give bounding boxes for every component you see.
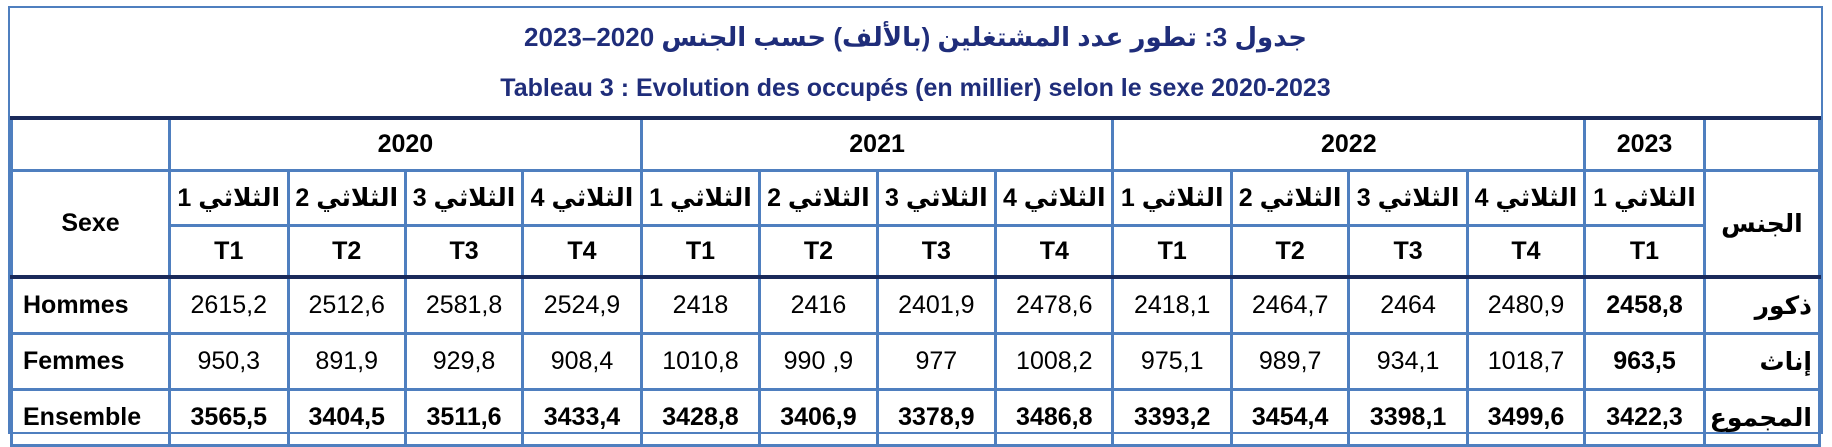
total-cell: 3511,6 — [403, 388, 525, 447]
total-cell: 3433,4 — [521, 388, 643, 447]
value-cell: 934,1 — [1347, 332, 1469, 391]
value-cell: 977 — [875, 332, 998, 391]
total-cell: 3486,8 — [994, 388, 1115, 447]
trimester-code-cell: T4 — [521, 224, 643, 279]
value-cell: 2416 — [758, 275, 879, 335]
value-cell: 1010,8 — [639, 332, 762, 391]
trimester-ar-cell: الثلاثي 2 — [286, 169, 407, 227]
sexe-header-ar: الجنس — [1702, 169, 1822, 279]
value-cell: 2480,9 — [1465, 275, 1587, 335]
trimester-code-cell: T1 — [639, 224, 762, 279]
value-cell: 1008,2 — [994, 332, 1115, 391]
trimester-ar-cell: الثلاثي 1 — [1111, 169, 1233, 227]
trimester-code-cell: T2 — [758, 224, 879, 279]
title-arabic: جدول 3: تطور عدد المشتغلين (بالألف) حسب … — [524, 22, 1307, 52]
row-label-ar: ذكور — [1702, 275, 1822, 335]
trimester-ar-cell: الثلاثي 2 — [1229, 169, 1351, 227]
total-cell-latest: 3422,3 — [1583, 388, 1706, 447]
table-row-ensemble: Ensemble 3565,5 3404,5 3511,6 3433,4 342… — [9, 388, 1822, 447]
year-2023-header: 2023 — [1583, 116, 1706, 172]
value-cell: 2478,6 — [994, 275, 1115, 335]
value-cell: 950,3 — [168, 332, 290, 391]
value-cell-latest: 963,5 — [1583, 332, 1706, 391]
total-cell: 3398,1 — [1347, 388, 1469, 447]
row-label-fr: Femmes — [9, 332, 172, 391]
employment-table: 2020 2021 2022 2023 Sexe الثلاثي 1 الثلا… — [9, 116, 1822, 447]
trimester-code-cell: T4 — [994, 224, 1115, 279]
trimester-code-cell: T1 — [1111, 224, 1233, 279]
value-cell: 1018,7 — [1465, 332, 1587, 391]
trimester-code-cell: T3 — [403, 224, 525, 279]
value-cell: 2512,6 — [286, 275, 407, 335]
trimester-code-cell: T3 — [1347, 224, 1469, 279]
row-label-ar: المجموع — [1702, 388, 1822, 447]
year-2021-header: 2021 — [639, 116, 1115, 172]
empty-corner-right — [1702, 116, 1822, 172]
total-cell: 3499,6 — [1465, 388, 1587, 447]
trimester-code-cell: T4 — [1465, 224, 1587, 279]
trimester-code-cell: T2 — [286, 224, 407, 279]
year-2020-header: 2020 — [168, 116, 643, 172]
year-2022-header: 2022 — [1111, 116, 1587, 172]
total-cell: 3406,9 — [758, 388, 879, 447]
table-row-hommes: Hommes 2615,2 2512,6 2581,8 2524,9 2418 … — [9, 275, 1822, 335]
value-cell: 2418 — [639, 275, 762, 335]
title-french: Tableau 3 : Evolution des occupés (en mi… — [500, 74, 1331, 102]
trimester-ar-cell: الثلاثي 3 — [1347, 169, 1469, 227]
empty-corner-left — [9, 116, 172, 172]
value-cell-latest: 2458,8 — [1583, 275, 1706, 335]
trimester-ar-cell: الثلاثي 4 — [994, 169, 1115, 227]
value-cell: 929,8 — [403, 332, 525, 391]
trimester-ar-cell: الثلاثي 4 — [1465, 169, 1587, 227]
row-label-fr: Hommes — [9, 275, 172, 335]
trimester-ar-cell: الثلاثي 2 — [758, 169, 879, 227]
trimester-code-cell: T1 — [1583, 224, 1706, 279]
value-cell: 2581,8 — [403, 275, 525, 335]
trimester-code-row: T1 T2 T3 T4 T1 T2 T3 T4 T1 T2 T3 T4 T1 — [12, 224, 1820, 279]
trimester-ar-cell: الثلاثي 3 — [875, 169, 998, 227]
trimester-ar-cell: الثلاثي 1 — [1583, 169, 1706, 227]
trimester-ar-cell: الثلاثي 4 — [521, 169, 643, 227]
value-cell: 975,1 — [1111, 332, 1233, 391]
trimester-ar-cell: الثلاثي 3 — [403, 169, 525, 227]
value-cell: 2464 — [1347, 275, 1469, 335]
trimester-ar-cell: الثلاثي 1 — [639, 169, 762, 227]
trimester-code-cell: T3 — [875, 224, 998, 279]
sexe-header-fr: Sexe — [9, 169, 172, 279]
value-cell: 891,9 — [286, 332, 407, 391]
trimester-ar-cell: الثلاثي 1 — [168, 169, 290, 227]
value-cell: 2615,2 — [168, 275, 290, 335]
total-cell: 3428,8 — [639, 388, 762, 447]
trimester-arabic-row: Sexe الثلاثي 1 الثلاثي 2 الثلاثي 3 الثلا… — [9, 169, 1822, 279]
total-cell: 3565,5 — [168, 388, 290, 447]
row-label-ar: إناث — [1702, 332, 1822, 391]
table-frame: جدول 3: تطور عدد المشتغلين (بالألف) حسب … — [8, 6, 1823, 447]
value-cell: 908,4 — [521, 332, 643, 391]
value-cell: 2524,9 — [521, 275, 643, 335]
value-cell: 990 ,9 — [758, 332, 879, 391]
trimester-code-cell: T1 — [168, 224, 290, 279]
year-header-row: 2020 2021 2022 2023 — [9, 116, 1822, 172]
total-cell: 3378,9 — [875, 388, 998, 447]
table-row-femmes: Femmes 950,3 891,9 929,8 908,4 1010,8 99… — [9, 332, 1822, 391]
total-cell: 3404,5 — [286, 388, 407, 447]
row-label-fr: Ensemble — [9, 388, 172, 447]
table-title-block: جدول 3: تطور عدد المشتغلين (بالألف) حسب … — [10, 8, 1821, 116]
trimester-code-cell: T2 — [1229, 224, 1351, 279]
value-cell: 2418,1 — [1111, 275, 1233, 335]
value-cell: 2464,7 — [1229, 275, 1351, 335]
value-cell: 2401,9 — [875, 275, 998, 335]
total-cell: 3393,2 — [1111, 388, 1233, 447]
value-cell: 989,7 — [1229, 332, 1351, 391]
total-cell: 3454,4 — [1229, 388, 1351, 447]
